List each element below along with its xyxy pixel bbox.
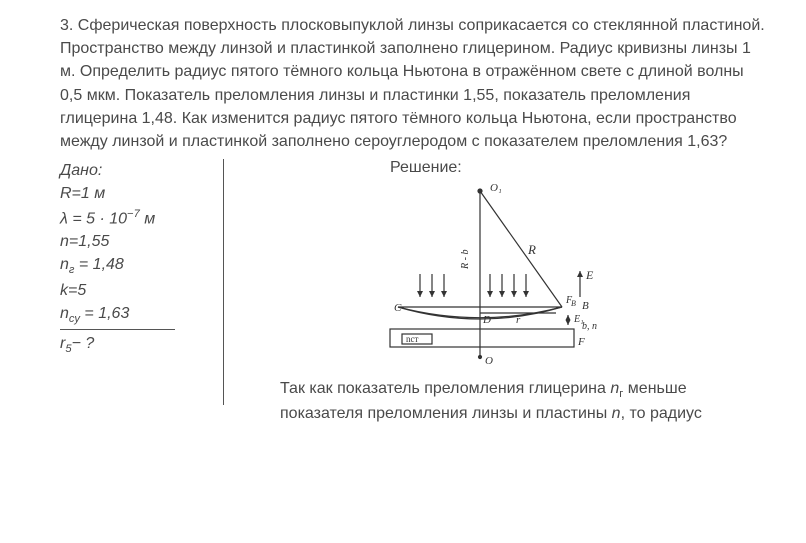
svg-text:B: B (582, 300, 589, 312)
svg-text:F: F (577, 336, 585, 348)
given-lambda: λ = 5 · 10−7 м (60, 206, 210, 231)
given-nsu: nсу = 1,63 (60, 302, 210, 327)
svg-text:O₁: O₁ (490, 182, 502, 194)
svg-text:b, n: b, n (582, 321, 597, 332)
problem-statement: 3. Сферическая поверхность плосковыпукло… (60, 14, 766, 153)
svg-text:R - b: R - b (460, 250, 471, 270)
problem-text: Сферическая поверхность плосковыпуклой л… (60, 17, 765, 150)
horizontal-divider (60, 329, 175, 330)
svg-text:D: D (482, 314, 491, 326)
given-n: n=1,55 (60, 230, 210, 253)
solution-block: Решение: O₁ R R - b (210, 159, 766, 425)
svg-text:E: E (585, 268, 594, 282)
optics-diagram: O₁ R R - b (330, 179, 630, 369)
svg-text:C: C (394, 302, 402, 314)
svg-text:B: B (571, 299, 576, 308)
given-ng: nг = 1,48 (60, 253, 210, 278)
given-block: Дано: R=1 м λ = 5 · 10−7 м n=1,55 nг = 1… (60, 159, 210, 425)
svg-text:r: r (516, 314, 521, 326)
given-R: R=1 м (60, 182, 210, 205)
svg-text:R: R (527, 242, 536, 257)
given-title: Дано: (60, 159, 210, 182)
svg-text:O: O (485, 355, 493, 367)
svg-text:nст: nст (406, 334, 418, 344)
given-k: k=5 (60, 279, 210, 302)
problem-number: 3. (60, 17, 73, 34)
given-find: r5− ? (60, 332, 210, 357)
solution-title: Решение: (390, 159, 766, 177)
solution-text: Так как показатель преломления глицерина… (280, 378, 766, 425)
vertical-divider (223, 159, 224, 405)
